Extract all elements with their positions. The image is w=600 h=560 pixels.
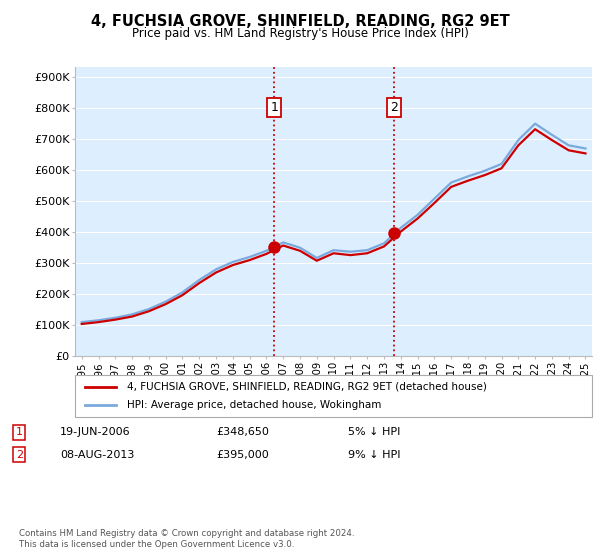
FancyBboxPatch shape (75, 375, 592, 417)
Text: 1: 1 (16, 427, 23, 437)
Text: Contains HM Land Registry data © Crown copyright and database right 2024.
This d: Contains HM Land Registry data © Crown c… (19, 529, 355, 549)
Text: 19-JUN-2006: 19-JUN-2006 (60, 427, 131, 437)
Text: 08-AUG-2013: 08-AUG-2013 (60, 450, 134, 460)
Text: 2: 2 (390, 101, 398, 114)
Text: 5% ↓ HPI: 5% ↓ HPI (348, 427, 400, 437)
Text: 1: 1 (270, 101, 278, 114)
Text: 4, FUCHSIA GROVE, SHINFIELD, READING, RG2 9ET: 4, FUCHSIA GROVE, SHINFIELD, READING, RG… (91, 14, 509, 29)
Text: 4, FUCHSIA GROVE, SHINFIELD, READING, RG2 9ET (detached house): 4, FUCHSIA GROVE, SHINFIELD, READING, RG… (127, 382, 487, 392)
Text: 2: 2 (16, 450, 23, 460)
Text: HPI: Average price, detached house, Wokingham: HPI: Average price, detached house, Woki… (127, 400, 381, 410)
Text: £348,650: £348,650 (216, 427, 269, 437)
Text: £395,000: £395,000 (216, 450, 269, 460)
Text: Price paid vs. HM Land Registry's House Price Index (HPI): Price paid vs. HM Land Registry's House … (131, 27, 469, 40)
Text: 9% ↓ HPI: 9% ↓ HPI (348, 450, 401, 460)
